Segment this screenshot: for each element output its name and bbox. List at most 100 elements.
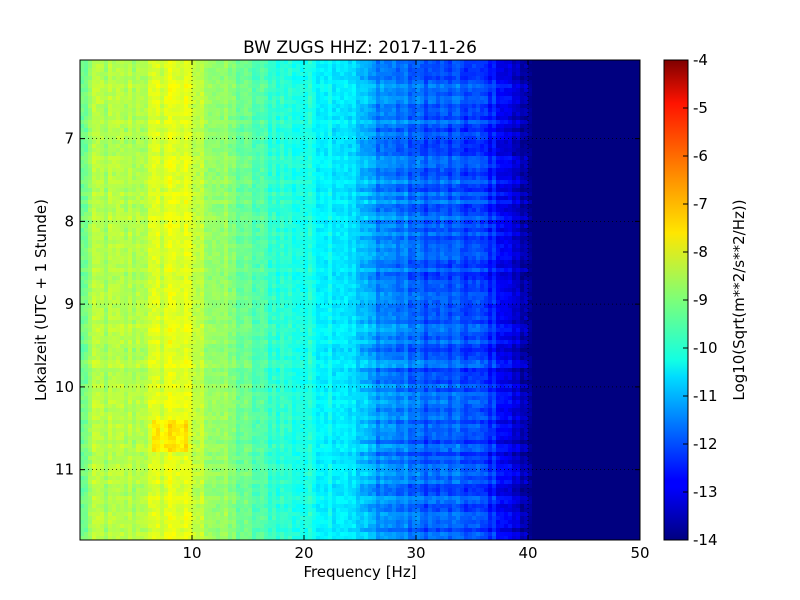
heatmap-cell xyxy=(192,112,197,117)
heatmap-cell xyxy=(548,104,553,109)
heatmap-cell xyxy=(128,140,133,145)
heatmap-cell xyxy=(136,148,141,153)
heatmap-cell xyxy=(268,112,273,117)
heatmap-cell xyxy=(624,68,629,73)
heatmap-cell xyxy=(472,108,477,113)
heatmap-cell xyxy=(264,172,269,177)
heatmap-cell xyxy=(288,64,293,69)
heatmap-cell xyxy=(592,72,597,77)
heatmap-cell xyxy=(184,172,189,177)
heatmap-cell xyxy=(320,180,325,185)
heatmap-cell xyxy=(116,136,121,141)
heatmap-cell xyxy=(348,140,353,145)
heatmap-cell xyxy=(388,64,393,69)
heatmap-cell xyxy=(548,72,553,77)
heatmap-cell xyxy=(412,96,417,101)
heatmap-cell xyxy=(176,124,181,129)
heatmap-cell xyxy=(372,64,377,69)
heatmap-cell xyxy=(628,108,633,113)
heatmap-cell xyxy=(284,164,289,169)
heatmap-cell xyxy=(308,84,313,89)
heatmap-cell xyxy=(292,120,297,125)
heatmap-cell xyxy=(144,196,149,201)
heatmap-cell xyxy=(240,144,245,149)
heatmap-cell xyxy=(132,184,137,189)
heatmap-cell xyxy=(152,104,157,109)
heatmap-cell xyxy=(88,88,93,93)
heatmap-cell xyxy=(312,112,317,117)
heatmap-cell xyxy=(320,100,325,105)
heatmap-cell xyxy=(164,76,169,81)
heatmap-cell xyxy=(424,192,429,197)
heatmap-cell xyxy=(612,80,617,85)
heatmap-cell xyxy=(624,164,629,169)
heatmap-cell xyxy=(364,120,369,125)
heatmap-cell xyxy=(320,108,325,113)
heatmap-cell xyxy=(328,60,333,65)
heatmap-cell xyxy=(420,60,425,65)
heatmap-cell xyxy=(432,160,437,165)
heatmap-cell xyxy=(572,96,577,101)
heatmap-cell xyxy=(416,128,421,133)
heatmap-cell xyxy=(596,160,601,165)
heatmap-cell xyxy=(572,180,577,185)
heatmap-cell xyxy=(600,196,605,201)
heatmap-cell xyxy=(276,192,281,197)
heatmap-cell xyxy=(92,188,97,193)
heatmap-cell xyxy=(288,72,293,77)
heatmap-cell xyxy=(316,80,321,85)
heatmap-cell xyxy=(356,176,361,181)
heatmap-cell xyxy=(576,60,581,65)
heatmap-cell xyxy=(432,140,437,145)
heatmap-cell xyxy=(124,108,129,113)
heatmap-cell xyxy=(488,152,493,157)
heatmap-cell xyxy=(112,132,117,137)
heatmap-cell xyxy=(604,140,609,145)
heatmap-cell xyxy=(280,152,285,157)
heatmap-cell xyxy=(96,76,101,81)
heatmap-cell xyxy=(180,112,185,117)
heatmap-cell xyxy=(188,172,193,177)
heatmap-cell xyxy=(252,136,257,141)
heatmap-cell xyxy=(468,76,473,81)
heatmap-cell xyxy=(268,188,273,193)
heatmap-cell xyxy=(388,188,393,193)
heatmap-cell xyxy=(504,96,509,101)
heatmap-cell xyxy=(360,200,365,205)
heatmap-cell xyxy=(444,60,449,65)
heatmap-cell xyxy=(608,68,613,73)
heatmap-cell xyxy=(320,64,325,69)
heatmap-cell xyxy=(500,88,505,93)
heatmap-cell xyxy=(520,100,525,105)
heatmap-cell xyxy=(528,108,533,113)
heatmap-cell xyxy=(188,136,193,141)
heatmap-cell xyxy=(84,128,89,133)
heatmap-cell xyxy=(484,64,489,69)
heatmap-cell xyxy=(100,108,105,113)
heatmap-cell xyxy=(268,196,273,201)
heatmap-cell xyxy=(632,120,637,125)
heatmap-cell xyxy=(464,92,469,97)
heatmap-cell xyxy=(620,136,625,141)
heatmap-cell xyxy=(340,164,345,169)
heatmap-cell xyxy=(408,156,413,161)
heatmap-cell xyxy=(168,184,173,189)
heatmap-cell xyxy=(412,144,417,149)
heatmap-cell xyxy=(588,112,593,117)
heatmap-cell xyxy=(124,164,129,169)
heatmap-cell xyxy=(432,76,437,81)
heatmap-cell xyxy=(536,68,541,73)
heatmap-cell xyxy=(172,116,177,121)
heatmap-cell xyxy=(284,72,289,77)
heatmap-cell xyxy=(376,160,381,165)
heatmap-cell xyxy=(176,120,181,125)
heatmap-cell xyxy=(184,120,189,125)
heatmap-cell xyxy=(612,60,617,65)
heatmap-cell xyxy=(544,188,549,193)
heatmap-cell xyxy=(616,92,621,97)
heatmap-cell xyxy=(512,100,517,105)
heatmap-cell xyxy=(396,88,401,93)
heatmap-cell xyxy=(492,164,497,169)
heatmap-cell xyxy=(624,116,629,121)
heatmap-cell xyxy=(332,104,337,109)
